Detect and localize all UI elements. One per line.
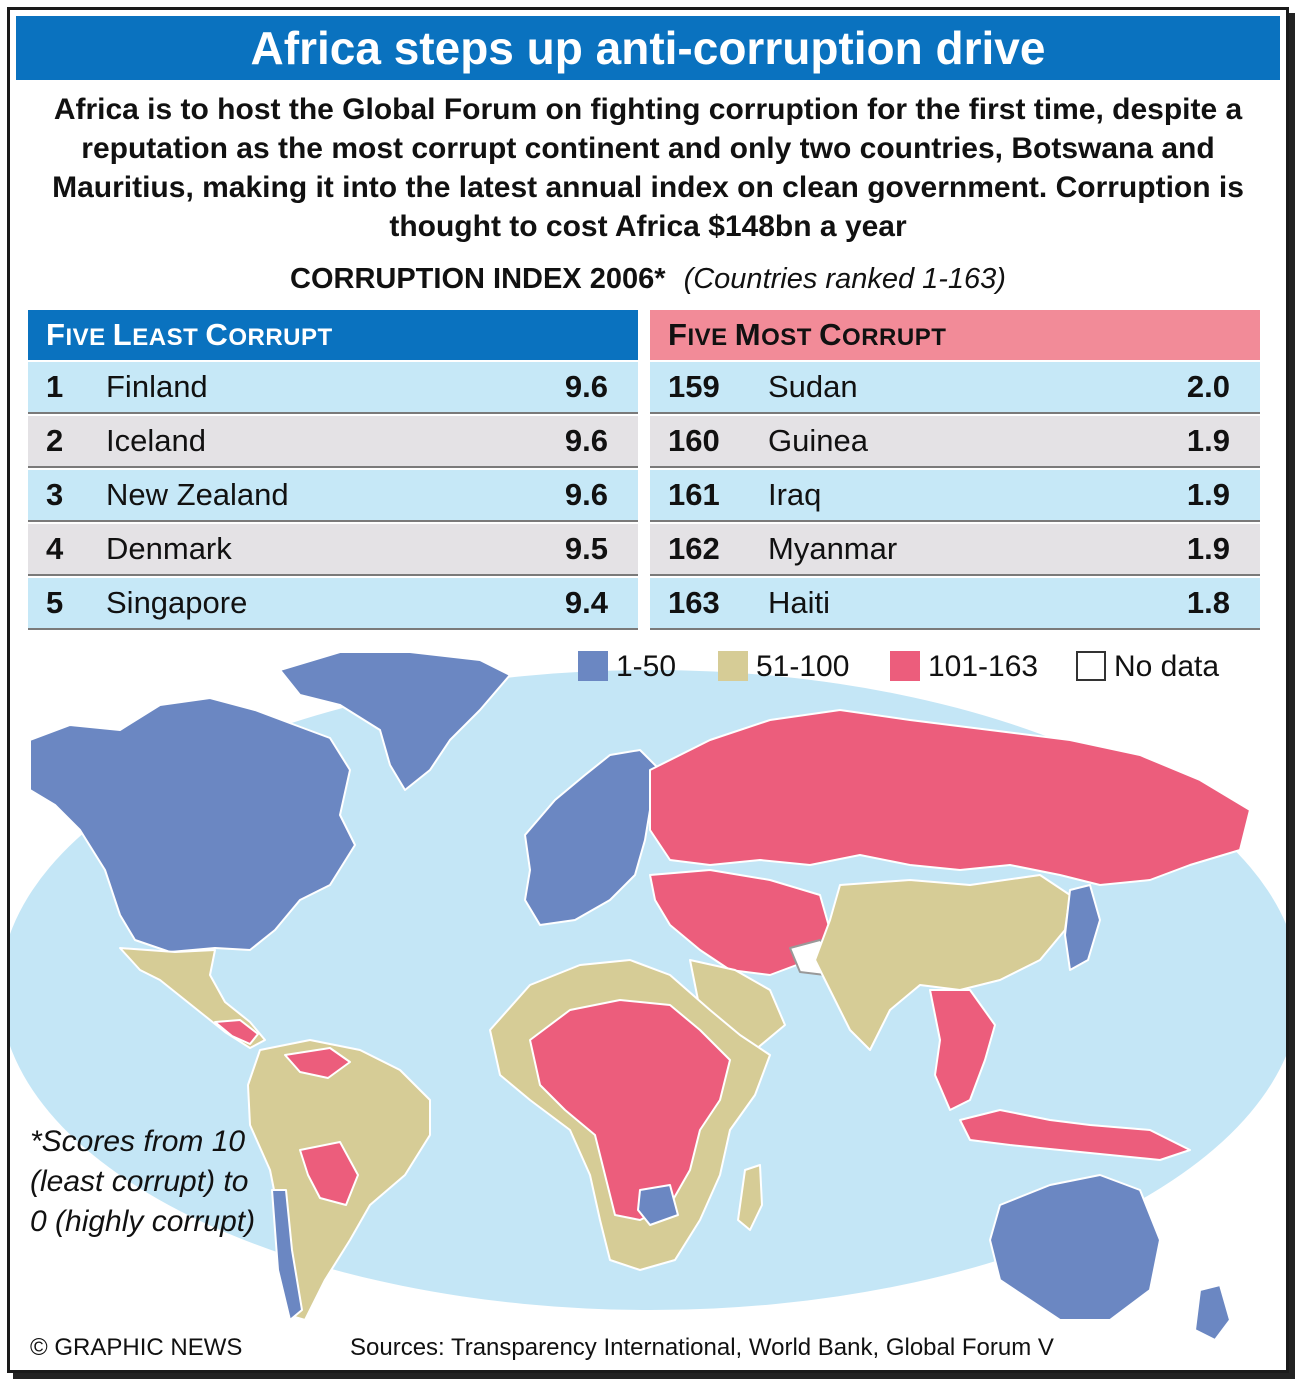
- score: 1.9: [1186, 423, 1230, 458]
- rank: 4: [46, 531, 64, 566]
- table-row: 160 Guinea 1.9: [650, 414, 1260, 468]
- most-corrupt-heading: FIVE MOST CORRUPT: [650, 310, 1260, 360]
- most-corrupt-table: FIVE MOST CORRUPT 159 Sudan 2.0 160 Guin…: [650, 310, 1260, 630]
- country: Sudan: [768, 369, 858, 404]
- rank: 161: [668, 477, 720, 512]
- table-row: 4 Denmark 9.5: [28, 522, 638, 576]
- table-row: 159 Sudan 2.0: [650, 360, 1260, 414]
- table-row: 3 New Zealand 9.6: [28, 468, 638, 522]
- score: 1.9: [1186, 531, 1230, 566]
- country: Myanmar: [768, 531, 898, 566]
- legend-item: No data: [1076, 650, 1219, 684]
- europe-region: [524, 749, 661, 926]
- chile-blue: [271, 1189, 303, 1321]
- madagascar-tan: [737, 1164, 763, 1231]
- score: 9.5: [564, 531, 608, 566]
- russia-region: [649, 709, 1251, 886]
- credit: © GRAPHIC NEWS: [30, 1334, 243, 1361]
- table-row: 163 Haiti 1.8: [650, 576, 1260, 630]
- index-title: CORRUPTION INDEX 2006*: [290, 263, 666, 295]
- rank: 3: [46, 477, 64, 512]
- sources: Sources: Transparency International, Wor…: [350, 1334, 1054, 1361]
- rank: 162: [668, 531, 720, 566]
- table-row: 1 Finland 9.6: [28, 360, 638, 414]
- country: Singapore: [106, 585, 248, 620]
- score: 2.0: [1186, 369, 1230, 404]
- least-corrupt-heading: FIVE LEAST CORRUPT: [28, 310, 638, 360]
- legend-swatch: [1076, 651, 1106, 681]
- country: Iraq: [768, 477, 822, 512]
- country: Finland: [106, 369, 208, 404]
- legend-swatch: [718, 651, 748, 681]
- table-row: 2 Iceland 9.6: [28, 414, 638, 468]
- rank: 2: [46, 423, 64, 458]
- southeast-asia-red: [929, 989, 996, 1111]
- rank: 159: [668, 369, 720, 404]
- country: Guinea: [768, 423, 868, 458]
- score: 9.6: [564, 369, 608, 404]
- country: Haiti: [768, 585, 831, 620]
- rank: 160: [668, 423, 720, 458]
- country: New Zealand: [106, 477, 289, 512]
- new-zealand-blue: [1194, 1284, 1231, 1341]
- table-row: 162 Myanmar 1.9: [650, 522, 1260, 576]
- score: 9.4: [564, 585, 608, 620]
- country: Iceland: [106, 423, 206, 458]
- scores-note: *Scores from 10 (least corrupt) to 0 (hi…: [30, 1125, 256, 1238]
- legend-swatch: [890, 651, 920, 681]
- table-row: 5 Singapore 9.4: [28, 576, 638, 630]
- intro-text: Africa is to host the Global Forum on fi…: [52, 93, 1244, 243]
- least-corrupt-table: FIVE LEAST CORRUPT 1 Finland 9.6 2 Icela…: [28, 310, 638, 630]
- japan-blue: [1064, 884, 1101, 971]
- bolivia-paraguay-red: [299, 1141, 359, 1206]
- legend-swatch: [578, 651, 608, 681]
- legend-item: 101-163: [890, 650, 1038, 684]
- title-banner: Africa steps up anti-corruption drive: [16, 16, 1280, 80]
- infographic-frame: Africa steps up anti-corruption drive Af…: [7, 7, 1289, 1373]
- score: 9.6: [564, 423, 608, 458]
- central-america-red: [214, 1019, 259, 1045]
- rank: 163: [668, 585, 720, 620]
- page-title: Africa steps up anti-corruption drive: [250, 22, 1046, 74]
- rank: 5: [46, 585, 64, 620]
- venezuela-red: [284, 1047, 351, 1079]
- legend-item: 1-50: [578, 650, 676, 684]
- score: 1.8: [1186, 585, 1230, 620]
- country: Denmark: [106, 531, 232, 566]
- index-subtitle: (Countries ranked 1-163): [683, 263, 1006, 295]
- botswana-blue: [637, 1184, 679, 1226]
- rank: 1: [46, 369, 64, 404]
- table-row: 161 Iraq 1.9: [650, 468, 1260, 522]
- middle-east-red: [649, 869, 831, 976]
- greenland-region: [279, 651, 511, 791]
- africa-red: [529, 999, 731, 1221]
- australia-region: [989, 1174, 1161, 1321]
- score: 1.9: [1186, 477, 1230, 512]
- indonesia-red: [959, 1109, 1191, 1161]
- index-heading: CORRUPTION INDEX 2006* (Countries ranked…: [10, 263, 1286, 296]
- score: 9.6: [564, 477, 608, 512]
- north-america-region: [29, 697, 356, 953]
- world-map: [10, 651, 1286, 1341]
- legend-item: 51-100: [718, 650, 849, 684]
